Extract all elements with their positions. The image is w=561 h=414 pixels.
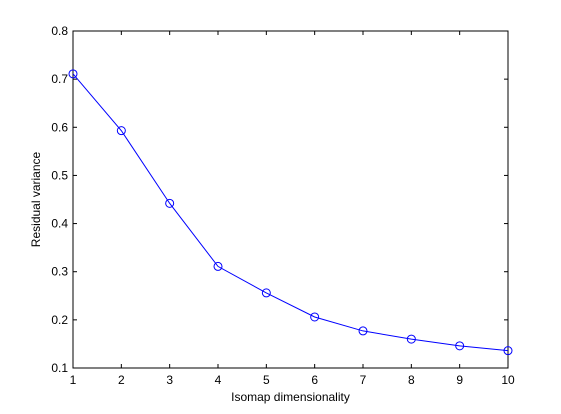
x-tick-label: 4 (215, 373, 222, 387)
data-point-marker (165, 198, 175, 208)
data-point-marker (503, 346, 513, 356)
x-axis-label: Isomap dimensionality (231, 390, 350, 404)
x-tick-label: 1 (70, 373, 77, 387)
data-point-marker (116, 126, 126, 136)
y-tick-label: 0.2 (51, 313, 68, 327)
y-tick-label: 0.5 (51, 168, 68, 182)
plot-area (72, 30, 509, 369)
x-tick-label: 10 (501, 373, 515, 387)
x-tick-label: 3 (166, 373, 173, 387)
series-markers (68, 69, 513, 356)
y-axis-label: Residual variance (29, 151, 43, 247)
x-tick-label: 6 (311, 373, 318, 387)
x-tick-label: 9 (456, 373, 463, 387)
series-line (72, 73, 509, 352)
y-tick-label: 0.6 (51, 120, 68, 134)
data-point-marker (310, 312, 320, 322)
x-tick-label: 8 (408, 373, 415, 387)
y-tick-label: 0.7 (51, 72, 68, 86)
y-axis: 0.1 0.2 0.3 0.4 0.5 0.6 0.7 0.8 (51, 24, 508, 375)
data-point-marker (261, 288, 271, 298)
y-tick-label: 0.1 (51, 361, 68, 375)
y-tick-label: 0.8 (51, 24, 68, 38)
data-point-marker (68, 69, 78, 79)
x-tick-label: 2 (118, 373, 125, 387)
y-tick-label: 0.4 (51, 217, 68, 231)
data-point-marker (358, 326, 368, 336)
data-point-marker (406, 334, 416, 344)
x-tick-label: 5 (263, 373, 270, 387)
data-point-marker (213, 261, 223, 271)
y-tick-label: 0.3 (51, 265, 68, 279)
x-axis: 1 2 3 4 5 6 7 8 9 10 (70, 31, 515, 387)
x-tick-label: 7 (360, 373, 367, 387)
data-point-marker (455, 341, 465, 351)
